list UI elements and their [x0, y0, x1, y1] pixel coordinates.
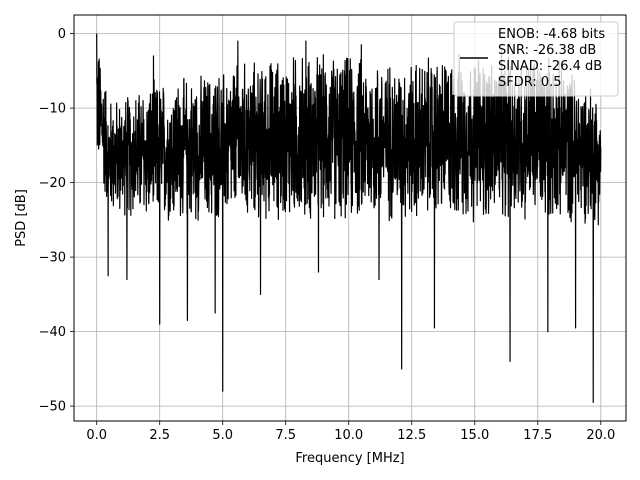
- legend-snr: SNR: -26.38 dB: [498, 43, 596, 58]
- y-tick-label: −20: [39, 176, 66, 191]
- x-tick-label: 10.0: [334, 428, 363, 443]
- psd-line: [96, 33, 602, 403]
- plot-frame: [73, 14, 627, 422]
- x-axis-label: Frequency [MHz]: [295, 451, 404, 466]
- x-tick-label: 0.0: [86, 428, 107, 443]
- x-axis-ticks: 0.0 2.5 5.0 7.5 10.0 12.5 15.0 17.5 20.0: [86, 421, 615, 443]
- x-tick-label: 5.0: [212, 428, 233, 443]
- x-tick-label: 17.5: [523, 428, 552, 443]
- y-tick-label: 0: [58, 27, 66, 42]
- legend-enob: ENOB: -4.68 bits: [498, 27, 605, 42]
- legend: ENOB: -4.68 bits SNR: -26.38 dB SINAD: -…: [453, 21, 619, 97]
- y-axis-ticks: 0 −10 −20 −30 −40 −50: [39, 27, 74, 415]
- y-tick-label: −10: [39, 102, 66, 117]
- y-tick-label: −30: [39, 251, 66, 266]
- legend-box: [453, 21, 619, 97]
- psd-series: [96, 33, 602, 403]
- legend-sfdr: SFDR: 0.5: [498, 75, 562, 90]
- x-tick-label: 12.5: [397, 428, 426, 443]
- x-tick-label: 7.5: [275, 428, 296, 443]
- y-tick-label: −50: [39, 400, 66, 415]
- x-tick-label: 15.0: [460, 428, 489, 443]
- y-axis-label: PSD [dB]: [14, 189, 29, 247]
- legend-sinad: SINAD: -26.4 dB: [498, 59, 602, 74]
- y-tick-label: −40: [39, 325, 66, 340]
- x-tick-label: 20.0: [586, 428, 615, 443]
- x-tick-label: 2.5: [149, 428, 170, 443]
